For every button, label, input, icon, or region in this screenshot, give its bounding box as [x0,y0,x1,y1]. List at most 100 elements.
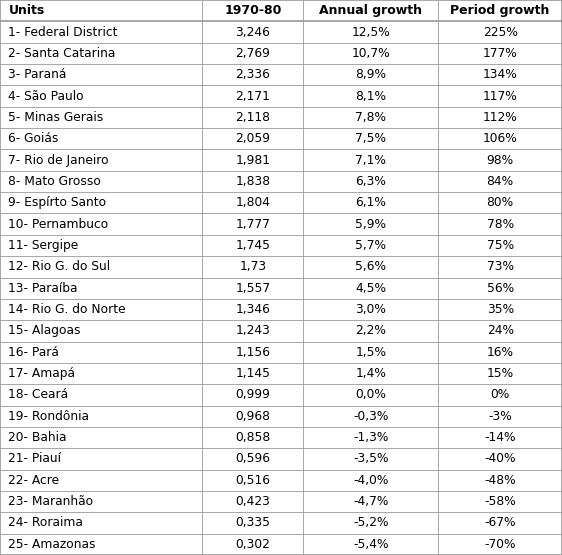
Text: 75%: 75% [487,239,514,252]
Text: 21- Piauí: 21- Piauí [8,452,61,466]
Text: 1,4%: 1,4% [356,367,386,380]
Text: 6- Goiás: 6- Goiás [8,132,59,145]
Text: 98%: 98% [487,154,514,166]
Text: 1,346: 1,346 [235,303,270,316]
Text: 1,557: 1,557 [235,282,270,295]
Text: 10- Pernambuco: 10- Pernambuco [8,218,108,231]
Text: 1,145: 1,145 [235,367,270,380]
Text: 12,5%: 12,5% [352,26,390,38]
Text: 8,1%: 8,1% [355,89,387,103]
Text: 7,8%: 7,8% [355,111,387,124]
Text: 1,777: 1,777 [235,218,270,231]
Text: 1,804: 1,804 [235,196,270,209]
Text: -40%: -40% [484,452,516,466]
Text: 7- Rio de Janeiro: 7- Rio de Janeiro [8,154,109,166]
Text: 134%: 134% [483,68,518,81]
Text: -67%: -67% [484,517,516,529]
Text: 17- Amapá: 17- Amapá [8,367,75,380]
Text: -1,3%: -1,3% [353,431,388,444]
Text: Annual growth: Annual growth [319,4,423,17]
Text: 2,059: 2,059 [235,132,270,145]
Text: 1,73: 1,73 [239,260,266,273]
Text: -3%: -3% [488,410,512,423]
Text: 2,769: 2,769 [235,47,270,60]
Text: 0,596: 0,596 [235,452,270,466]
Text: 12- Rio G. do Sul: 12- Rio G. do Sul [8,260,111,273]
Text: 225%: 225% [483,26,518,38]
Text: 20- Bahia: 20- Bahia [8,431,67,444]
Text: 3,0%: 3,0% [356,303,386,316]
Text: 7,1%: 7,1% [356,154,386,166]
Text: 7,5%: 7,5% [355,132,387,145]
Text: 9- Espírto Santo: 9- Espírto Santo [8,196,107,209]
Text: 13- Paraíba: 13- Paraíba [8,282,78,295]
Text: 5,6%: 5,6% [355,260,387,273]
Text: 5- Minas Gerais: 5- Minas Gerais [8,111,103,124]
Text: 10,7%: 10,7% [352,47,390,60]
Text: -58%: -58% [484,495,516,508]
Text: 16%: 16% [487,346,514,359]
Text: 15- Alagoas: 15- Alagoas [8,324,81,337]
Text: 24%: 24% [487,324,514,337]
Text: Units: Units [8,4,45,17]
Text: -4,0%: -4,0% [353,474,388,487]
Text: 112%: 112% [483,111,518,124]
Text: 2- Santa Catarina: 2- Santa Catarina [8,47,116,60]
Text: 22- Acre: 22- Acre [8,474,60,487]
Text: 23- Maranhão: 23- Maranhão [8,495,93,508]
Text: 0%: 0% [491,388,510,401]
Text: 56%: 56% [487,282,514,295]
Text: 73%: 73% [487,260,514,273]
Text: 0,335: 0,335 [235,517,270,529]
Text: 4,5%: 4,5% [355,282,387,295]
Text: 2,171: 2,171 [235,89,270,103]
Text: 1,156: 1,156 [235,346,270,359]
Text: 1,838: 1,838 [235,175,270,188]
Text: 6,1%: 6,1% [356,196,386,209]
Text: 0,302: 0,302 [235,538,270,551]
Text: 4- São Paulo: 4- São Paulo [8,89,84,103]
Text: 117%: 117% [483,89,518,103]
Text: 18- Ceará: 18- Ceará [8,388,69,401]
Text: 0,968: 0,968 [235,410,270,423]
Text: -70%: -70% [484,538,516,551]
Text: -5,4%: -5,4% [353,538,389,551]
Text: 2,118: 2,118 [235,111,270,124]
Text: 2,2%: 2,2% [356,324,386,337]
Text: 1- Federal District: 1- Federal District [8,26,118,38]
Text: Period growth: Period growth [451,4,550,17]
Text: 2,336: 2,336 [235,68,270,81]
Text: 5,9%: 5,9% [355,218,387,231]
Text: 14- Rio G. do Norte: 14- Rio G. do Norte [8,303,126,316]
Text: 1,981: 1,981 [235,154,270,166]
Text: 3,246: 3,246 [235,26,270,38]
Text: 6,3%: 6,3% [356,175,386,188]
Text: 84%: 84% [487,175,514,188]
Text: 3- Paraná: 3- Paraná [8,68,67,81]
Text: 19- Rondônia: 19- Rondônia [8,410,89,423]
Text: 80%: 80% [487,196,514,209]
Text: 24- Roraima: 24- Roraima [8,517,83,529]
Text: -4,7%: -4,7% [353,495,388,508]
Text: 1,5%: 1,5% [355,346,387,359]
Text: 11- Sergipe: 11- Sergipe [8,239,79,252]
Text: 25- Amazonas: 25- Amazonas [8,538,96,551]
Text: 78%: 78% [487,218,514,231]
Text: 106%: 106% [483,132,518,145]
Text: -5,2%: -5,2% [353,517,389,529]
Text: 5,7%: 5,7% [355,239,387,252]
Text: 35%: 35% [487,303,514,316]
Text: 177%: 177% [483,47,518,60]
Text: 8- Mato Grosso: 8- Mato Grosso [8,175,101,188]
Text: -48%: -48% [484,474,516,487]
Text: -14%: -14% [484,431,516,444]
Text: 8,9%: 8,9% [355,68,387,81]
Text: 0,0%: 0,0% [356,388,386,401]
Text: 15%: 15% [487,367,514,380]
Text: 0,858: 0,858 [235,431,270,444]
Text: 0,999: 0,999 [235,388,270,401]
Text: 1,745: 1,745 [235,239,270,252]
Text: -3,5%: -3,5% [353,452,389,466]
Text: 1,243: 1,243 [235,324,270,337]
Text: -0,3%: -0,3% [353,410,388,423]
